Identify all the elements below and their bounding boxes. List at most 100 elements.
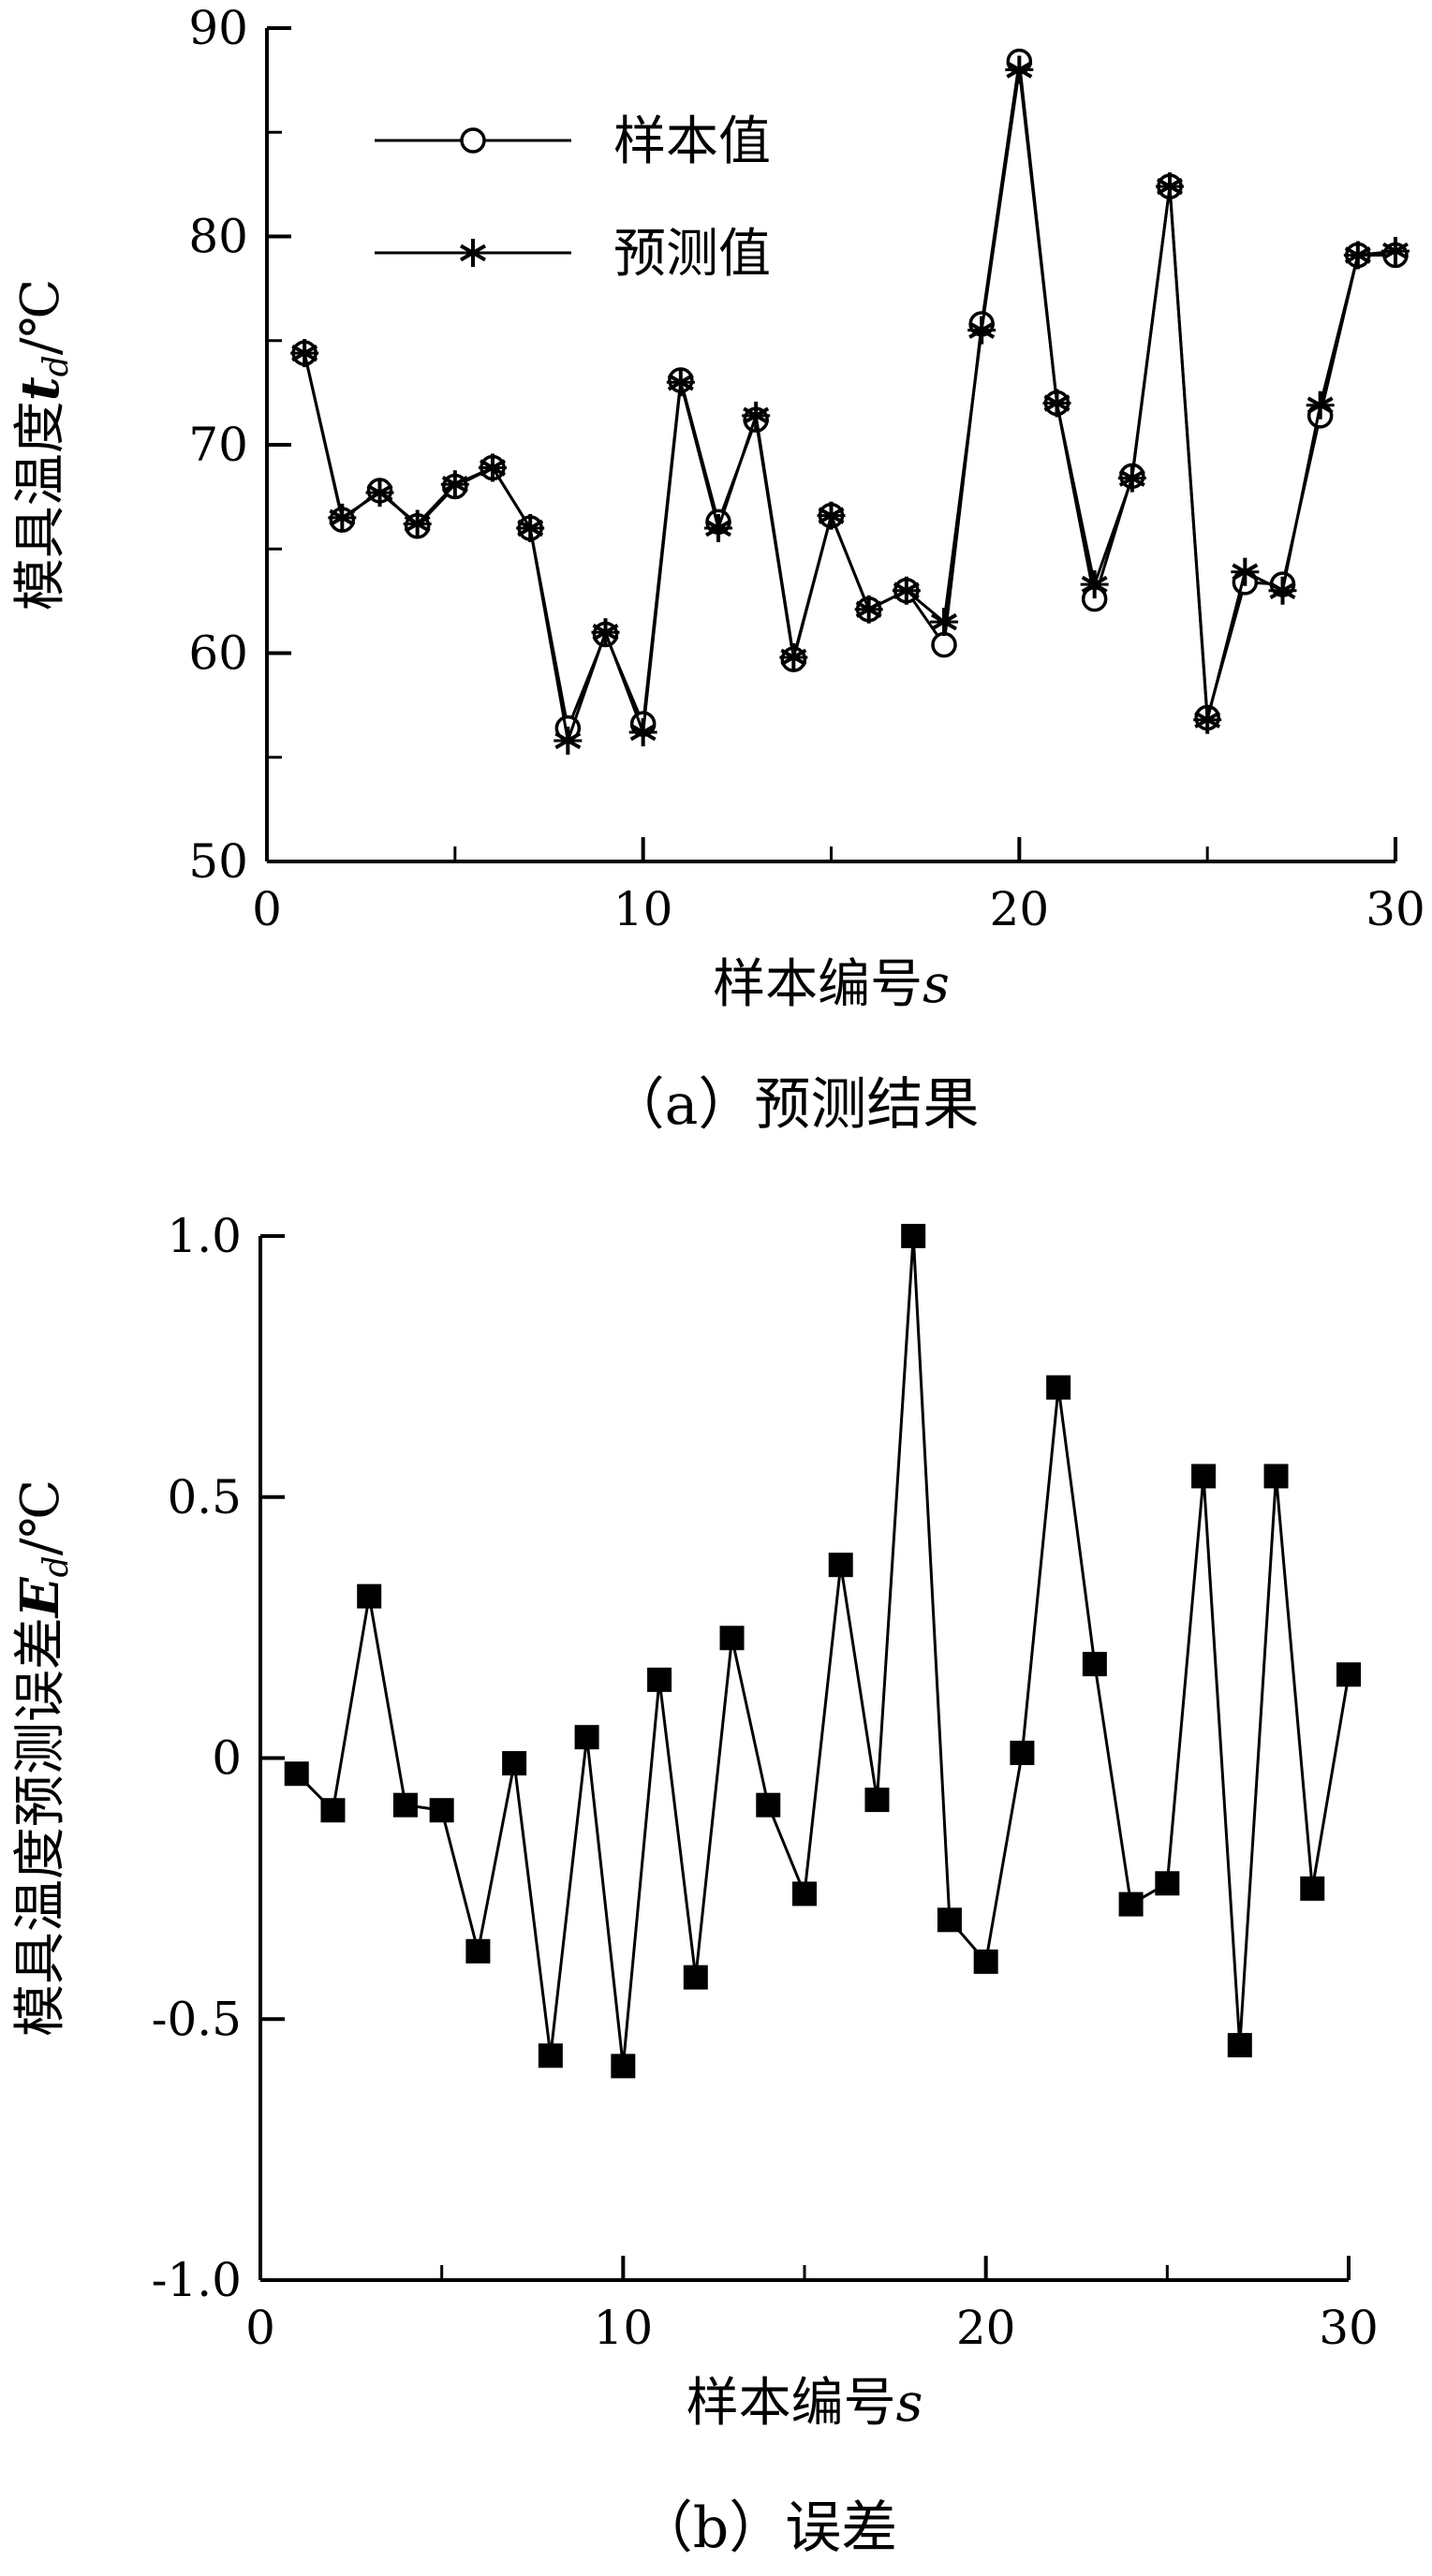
data-point-square [357, 1583, 382, 1609]
data-point-asterisk [779, 642, 808, 671]
x-tick-label: 30 [1319, 2301, 1379, 2355]
data-point-square [611, 2053, 636, 2079]
data-point-asterisk [930, 608, 958, 637]
chart-b-error: -1.0 -0.5 0 0.5 1.0 0 10 20 30 样本编号s 模具温度预测误差Ed/℃ （… [9, 1209, 1379, 2561]
y-tick-label: 0 [212, 1731, 242, 1786]
y-axis-title: 模具温度预测误差Ed/℃ [9, 1479, 76, 2037]
data-point-asterisk [854, 595, 883, 624]
data-point-square [1300, 1876, 1325, 1901]
data-point-asterisk [1268, 576, 1297, 605]
y-axis-title-sub: d [37, 355, 76, 376]
data-point-asterisk [516, 514, 545, 542]
data-point-asterisk [1156, 172, 1184, 201]
data-point-square [973, 1949, 998, 1974]
data-point-square [1046, 1375, 1071, 1400]
data-point-square [1010, 1740, 1035, 1765]
data-point-square [937, 1907, 962, 1933]
data-point-asterisk [328, 503, 357, 532]
data-point-asterisk [1005, 55, 1034, 84]
y-tick-label: 90 [188, 1, 248, 55]
data-point-square [1227, 2033, 1252, 2058]
data-point-asterisk [666, 368, 695, 397]
series-line-2 [303, 69, 1396, 746]
y-tick-label: 50 [188, 834, 248, 889]
x-axis-title-var: s [896, 2373, 923, 2434]
data-point-asterisk [1080, 570, 1109, 599]
data-point-square [320, 1798, 346, 1823]
data-point-asterisk [628, 718, 657, 747]
data-point-square [1191, 1464, 1217, 1489]
y-axis-title-var: E [9, 1576, 71, 1619]
y-axis-title-var: t [9, 376, 71, 401]
caption: （a）预测结果 [609, 1072, 980, 1138]
y-axis-title-unit: /℃ [10, 1479, 71, 1556]
caption: （b）误差 [637, 2495, 897, 2561]
data-point-square [683, 1965, 708, 1990]
data-point-asterisk [1381, 237, 1410, 266]
x-tick-label: 20 [956, 2301, 1016, 2355]
data-point-square [901, 1224, 926, 1248]
y-axis-title-text: 模具温度 [10, 401, 71, 611]
data-point-asterisk [591, 618, 620, 647]
x-axis-title-text: 样本编号 [713, 954, 923, 1015]
data-point-square [465, 1938, 491, 1964]
data-point-square [574, 1725, 599, 1750]
data-point-square [719, 1626, 745, 1651]
data-point-square [1336, 1662, 1361, 1687]
legend-label: 样本值 [613, 111, 771, 172]
data-point-square [1155, 1871, 1180, 1896]
data-point-square [1082, 1652, 1107, 1677]
legend-label: 预测值 [613, 224, 771, 285]
y-tick-label: -1.0 [152, 2253, 242, 2307]
data-point-asterisk [479, 453, 507, 482]
data-point-square [392, 1792, 418, 1818]
x-axis-title-var: s [923, 954, 950, 1015]
y-axis-title: 模具温度td/℃ [9, 279, 76, 611]
y-tick-label: 80 [188, 210, 248, 264]
data-point-asterisk [1343, 241, 1372, 270]
series-line-1 [295, 1235, 1351, 2067]
data-point-square [792, 1881, 817, 1906]
x-axis-title: 样本编号s [713, 954, 950, 1015]
data-point-square [1263, 1464, 1289, 1489]
data-point-asterisk [1306, 390, 1335, 420]
data-point-square [429, 1798, 454, 1823]
x-axis-title-text: 样本编号 [686, 2373, 896, 2434]
x-tick-label: 0 [245, 2301, 275, 2355]
legend-marker-circle [460, 127, 486, 154]
y-tick-label: 70 [188, 418, 248, 472]
data-point-asterisk [1193, 705, 1222, 734]
data-point-asterisk [1231, 557, 1260, 586]
data-point-square [1118, 1892, 1144, 1917]
data-point-square [502, 1751, 527, 1776]
x-tick-label: 10 [613, 882, 673, 936]
x-tick-label: 0 [252, 882, 282, 936]
legend-marker-asterisk [459, 239, 487, 267]
data-point-asterisk [440, 470, 469, 499]
data-point-asterisk [1117, 464, 1146, 493]
data-point-asterisk [742, 401, 771, 430]
y-tick-label: 60 [188, 626, 248, 681]
data-point-asterisk [892, 576, 921, 605]
data-point-asterisk [704, 514, 732, 542]
x-axis-title: 样本编号s [686, 2373, 923, 2434]
data-point-asterisk [817, 501, 846, 530]
y-axis-title-sub: d [37, 1555, 76, 1577]
y-axis-title-text: 模具温度预测误差 [10, 1617, 71, 2037]
chart-a-prediction-results: 50 60 70 80 90 0 10 20 30 样本编号s 模具温度td/℃ （a）预测结果 样本值… [9, 1, 1425, 1138]
data-point-asterisk [1042, 389, 1071, 418]
y-axis-title-unit: /℃ [10, 279, 71, 356]
data-point-square [284, 1761, 309, 1787]
data-point-asterisk [403, 509, 432, 538]
data-point-asterisk [290, 339, 319, 368]
x-tick-label: 10 [594, 2301, 654, 2355]
data-point-square [538, 2043, 563, 2068]
data-point-asterisk [967, 316, 996, 345]
y-tick-label: 0.5 [167, 1470, 242, 1524]
x-tick-label: 30 [1366, 882, 1425, 936]
data-point-asterisk [365, 478, 394, 508]
x-tick-label: 20 [990, 882, 1050, 936]
data-point-square [828, 1553, 853, 1578]
